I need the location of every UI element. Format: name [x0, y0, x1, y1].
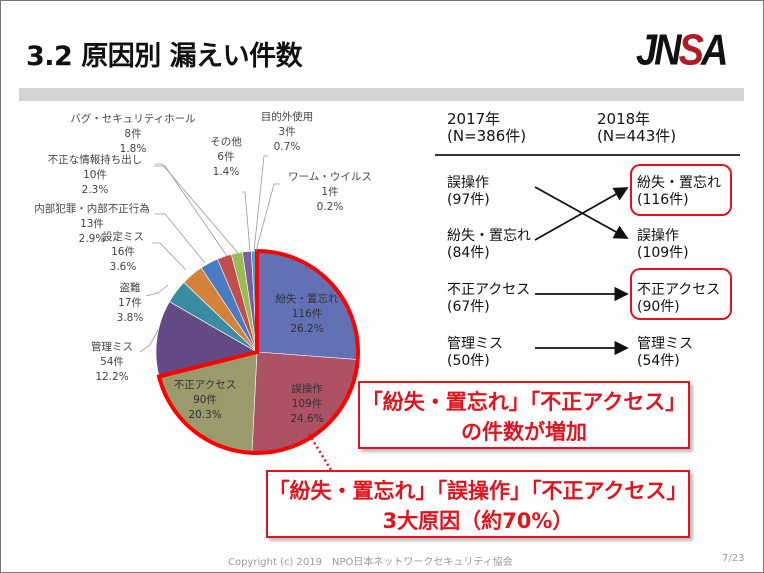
slice-label-count: 10件: [83, 169, 107, 181]
slice-label-name: 紛失・置忘れ: [276, 292, 339, 305]
slice-label-count: 1件: [321, 186, 338, 198]
slice-label-percent: 1.8%: [120, 143, 147, 155]
slice-label-name: その他: [210, 135, 242, 148]
slice-label-count: 17件: [118, 297, 142, 309]
copyright-footer: Copyright (c) 2019 NPO日本ネットワークセキュリティ協会: [228, 557, 513, 568]
right-item-count: (109件): [637, 245, 689, 261]
left-item: 不正アクセス (67件): [447, 282, 530, 316]
callout-top3-line2: 3大原因（約70%）: [382, 509, 574, 533]
callout-top3-line1: 「紛失・置忘れ」「誤操作」「不正アクセス」: [268, 479, 688, 503]
change-arrow: [534, 187, 629, 241]
leader-line: [139, 329, 159, 353]
leader-line: [155, 163, 239, 254]
n-2017: (N=386件): [447, 127, 527, 145]
year-2017-header: 2017年 (N=386件): [447, 111, 526, 145]
highlight-outline: [156, 248, 360, 455]
right-item-count: (54件): [637, 353, 680, 369]
slice-label-count: 90件: [193, 394, 217, 406]
slice-label-count: 13件: [80, 218, 104, 230]
left-item-name: 紛失・置忘れ: [447, 228, 531, 244]
page-number: 7/23: [722, 553, 745, 564]
n-2018: (N=443件): [597, 127, 677, 145]
slice-label-percent: 24.6%: [290, 413, 323, 425]
leader-line: [255, 183, 280, 252]
slice-label-percent: 1.4%: [213, 166, 240, 178]
slice-label-count: 8件: [124, 128, 141, 140]
slice-label-name: 不正アクセス: [174, 379, 236, 391]
change-arrow: [534, 186, 629, 239]
slice-label-count: 16件: [111, 246, 135, 258]
slice-label-count: 54件: [100, 356, 124, 368]
slice-label-percent: 26.2%: [290, 323, 323, 335]
callout-increase-line1: 「紛失・置忘れ」「不正アクセス」: [361, 390, 687, 414]
slice-label-name: 誤操作: [291, 382, 323, 395]
right-item-name: 不正アクセス: [637, 282, 721, 298]
slice-label-name: ワーム・ウイルス: [288, 171, 372, 183]
slice-label-percent: 2.9%: [79, 233, 106, 245]
left-item-name: 不正アクセス: [447, 282, 531, 298]
slice-label-percent: 0.7%: [274, 141, 301, 153]
leader-line: [253, 155, 268, 252]
slice-label-name: 管理ミス: [91, 340, 133, 353]
leader-line: [154, 165, 228, 257]
slice-label-name: 設定ミス: [102, 230, 144, 243]
leader-line: [155, 213, 206, 264]
right-item-name: 管理ミス: [637, 336, 693, 352]
slice-label-count: 109件: [292, 398, 323, 410]
slice-label-name: 目的外使用: [261, 110, 314, 123]
header-rule: [435, 154, 740, 156]
year-2018-header: 2018年 (N=443件): [597, 111, 676, 145]
dotted-connector: [307, 433, 333, 471]
callout-top3: 「紛失・置忘れ」「誤操作」「不正アクセス」 3大原因（約70%）: [266, 470, 690, 538]
jnsa-logo: JNSA: [636, 26, 728, 76]
slice-label-name: 不正な情報持ち出し: [48, 153, 143, 166]
left-item-count: (84件): [447, 245, 490, 261]
right-item-name: 紛失・置忘れ: [637, 175, 721, 191]
slice-label-percent: 12.2%: [95, 371, 128, 383]
slice-label-percent: 20.3%: [188, 409, 221, 421]
left-item-name: 誤操作: [447, 175, 489, 191]
slide-title: 3.2 原因別 漏えい件数: [26, 41, 303, 72]
left-item: 誤操作 (97件): [447, 175, 490, 209]
right-item: 紛失・置忘れ (116件): [637, 175, 721, 209]
left-item-count: (67件): [447, 299, 490, 315]
slice-label-percent: 3.6%: [110, 261, 137, 273]
slice-label-percent: 2.3%: [82, 184, 109, 196]
left-item: 管理ミス (50件): [447, 336, 503, 370]
slice-label-count: 6件: [217, 151, 234, 163]
left-item: 紛失・置忘れ (84件): [447, 228, 531, 262]
highlight-box-lost: [630, 164, 732, 216]
right-item-count: (90件): [637, 299, 680, 315]
year-2018: 2018年: [597, 110, 651, 128]
leader-line: [152, 242, 187, 271]
left-item-count: (97件): [447, 192, 490, 208]
slice-label-percent: 3.8%: [117, 312, 144, 324]
slice-label-name: バグ・セキュリティホール: [70, 112, 195, 125]
left-item-name: 管理ミス: [447, 336, 503, 352]
left-item-count: (50件): [447, 353, 490, 369]
right-item-count: (116件): [637, 192, 689, 208]
slice-label-name: 内部犯罪・内部不正行為: [34, 202, 150, 215]
leader-line: [145, 284, 169, 297]
year-2017: 2017年: [447, 110, 501, 128]
title-divider-bar: [19, 88, 744, 101]
slice-label-percent: 0.2%: [317, 201, 344, 213]
slice-label-name: 盗難: [120, 281, 141, 294]
right-item: 誤操作 (109件): [637, 228, 689, 262]
leader-line: [242, 191, 251, 252]
callout-increase: 「紛失・置忘れ」「不正アクセス」 の件数が増加: [358, 381, 690, 449]
right-item: 不正アクセス (90件): [637, 282, 720, 316]
pie-slice: [256, 250, 359, 360]
right-item: 管理ミス (54件): [637, 336, 693, 370]
highlight-box-unauthorized: [630, 268, 732, 320]
callout-increase-line2: の件数が増加: [461, 420, 587, 444]
right-item-name: 誤操作: [637, 228, 679, 244]
slice-label-count: 116件: [292, 308, 323, 320]
slice-label-count: 3件: [278, 126, 295, 138]
